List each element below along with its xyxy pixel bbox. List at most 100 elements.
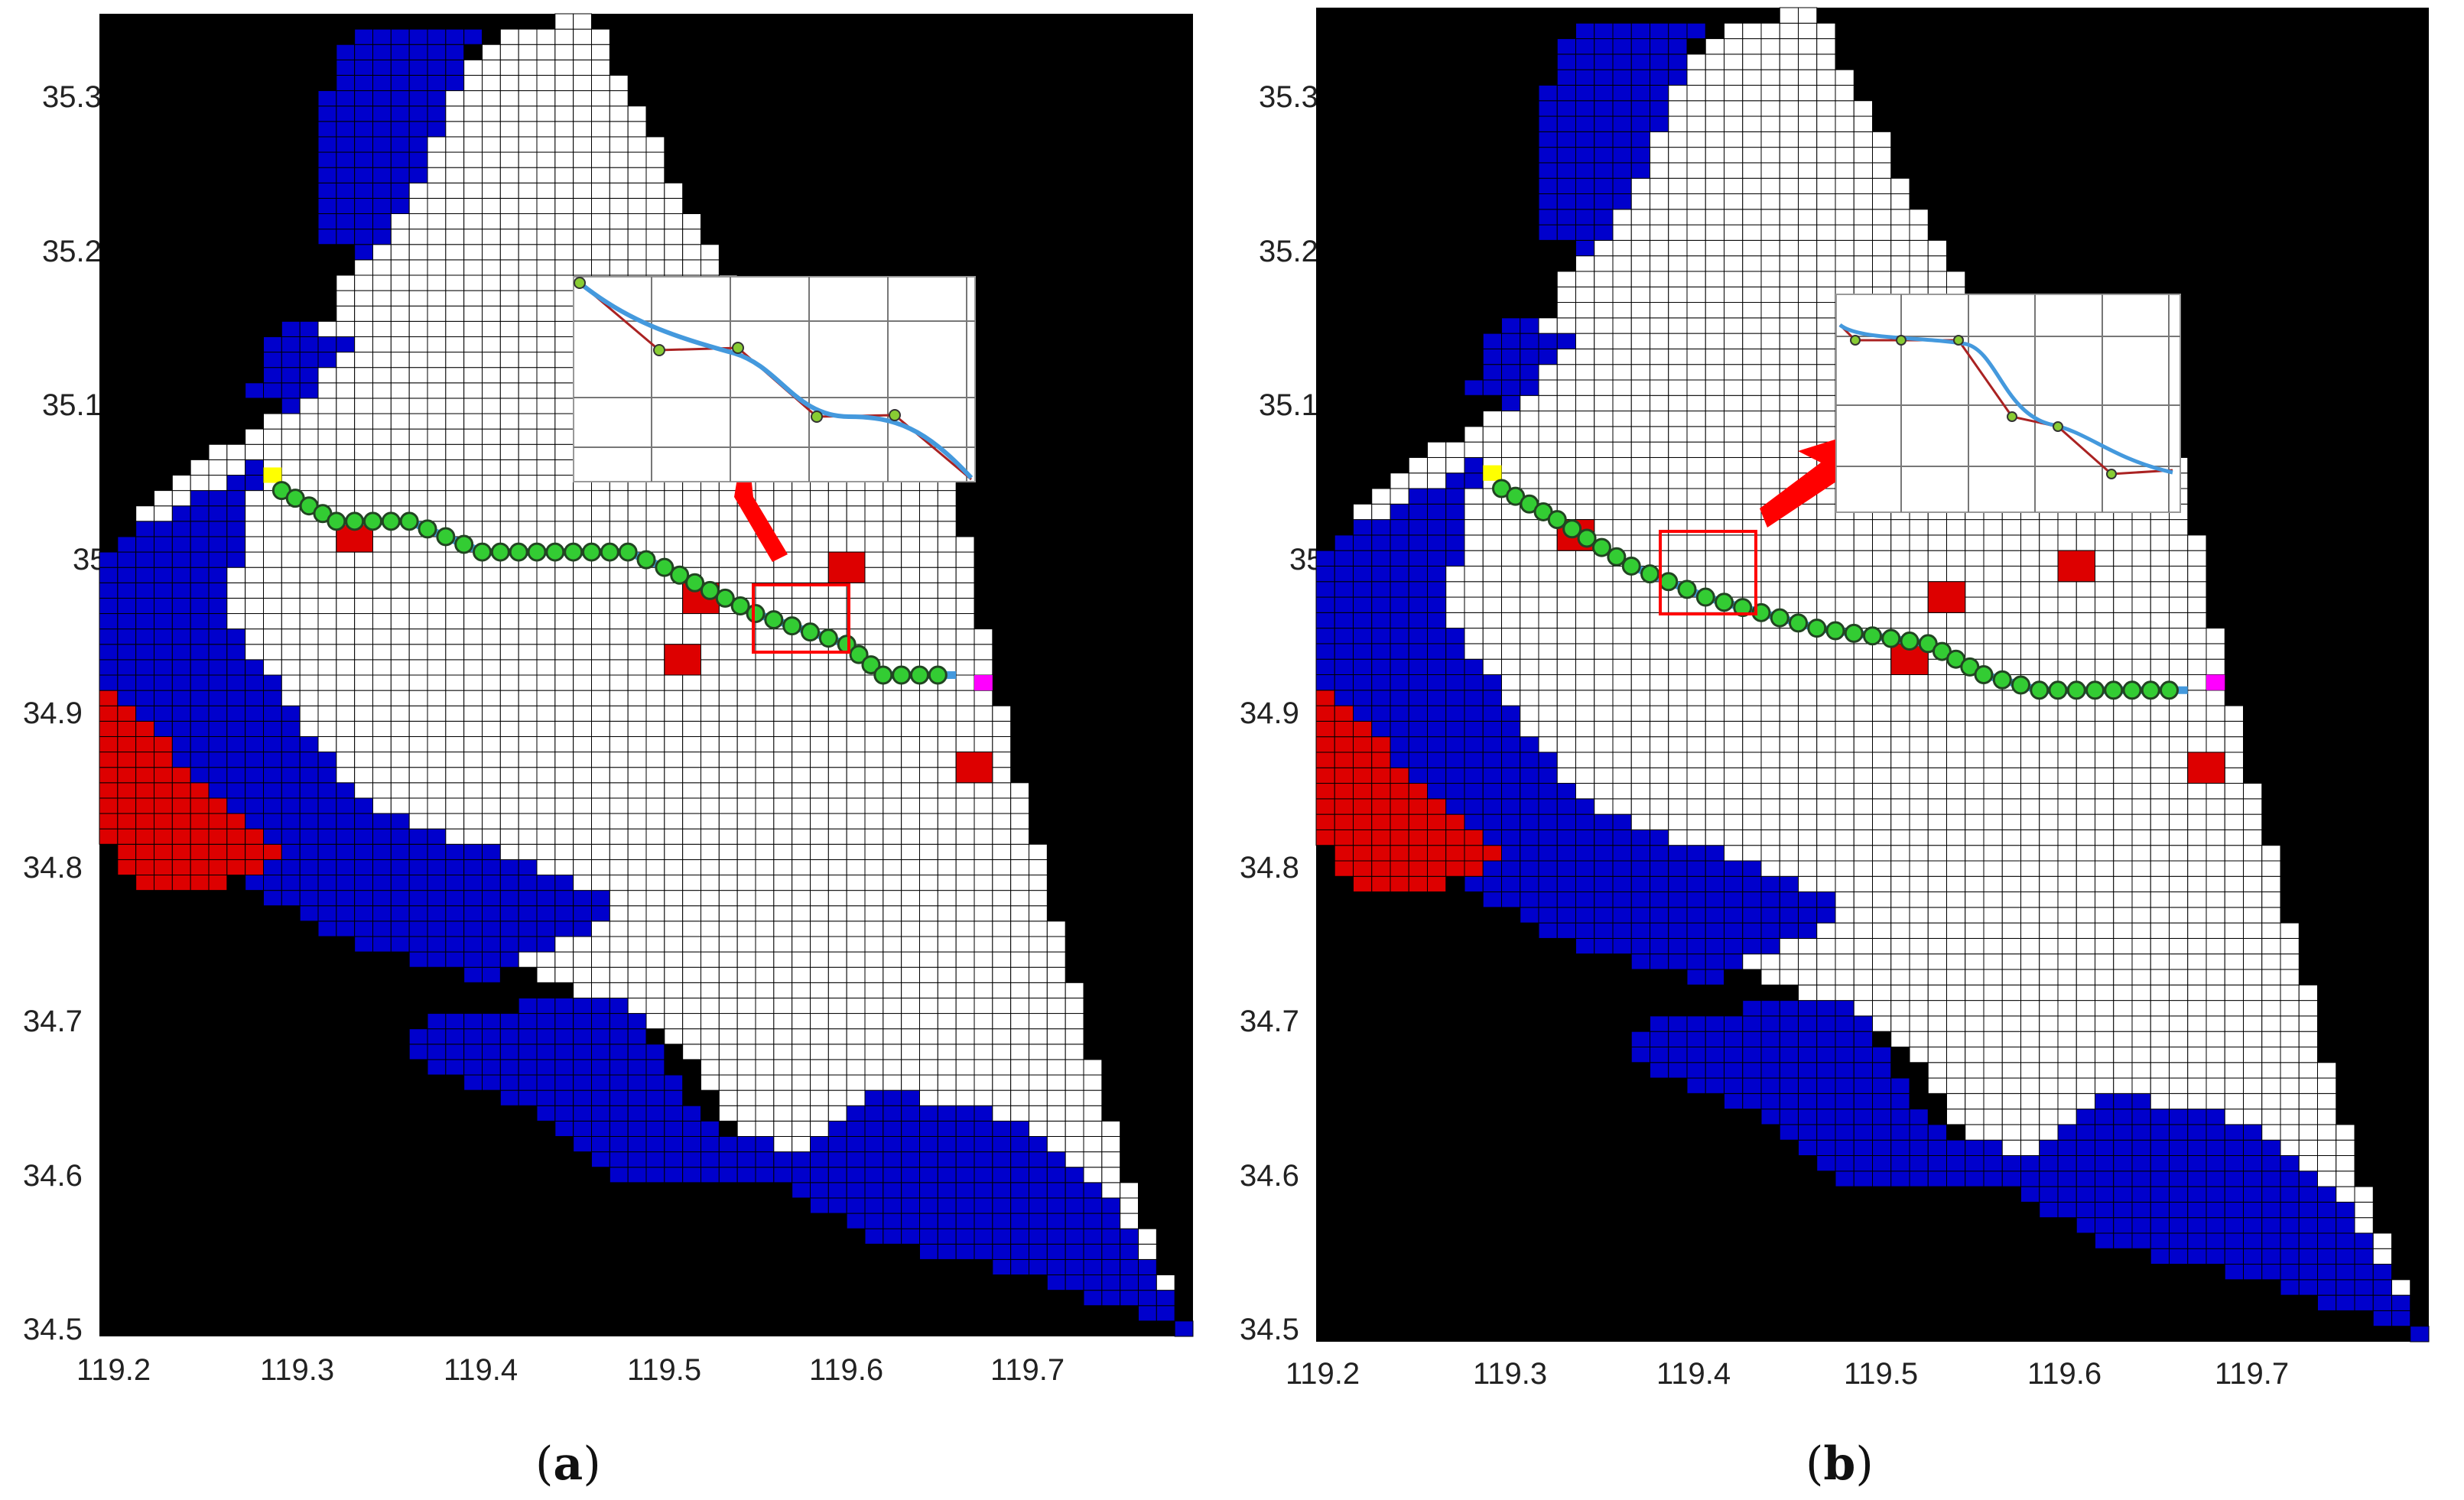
grid-cell (1538, 177, 1558, 194)
grid-cell (536, 644, 556, 661)
grid-cell (810, 767, 829, 784)
grid-cell (901, 1044, 920, 1060)
grid-cell (1909, 209, 1929, 226)
grid-cell (1650, 1062, 1669, 1079)
grid-cell (1575, 84, 1595, 102)
grid-cell (1983, 596, 2003, 613)
grid-cell (609, 582, 629, 599)
grid-cell (1853, 239, 1873, 257)
grid-cell (701, 613, 720, 630)
grid-cell (1538, 674, 1558, 691)
grid-cell (1686, 394, 1706, 412)
grid-cell (992, 705, 1012, 722)
grid-cell (1101, 1213, 1121, 1229)
grid-cell (1029, 1197, 1048, 1214)
grid-cell (1668, 441, 1688, 458)
grid-cell (682, 782, 702, 799)
grid-cell (1965, 643, 1985, 660)
grid-cell (1686, 628, 1706, 644)
grid-cell (1083, 1151, 1103, 1168)
grid-cell (1083, 1258, 1103, 1276)
grid-cell (1594, 147, 1614, 164)
grid-cell (1630, 922, 1650, 939)
grid-cell (190, 505, 210, 522)
grid-cell (1835, 705, 1855, 722)
grid-cell (1724, 115, 1744, 132)
grid-cell (901, 966, 920, 983)
grid-cell (1575, 131, 1595, 148)
grid-cell (974, 1120, 993, 1137)
grid-cell (1983, 581, 2003, 598)
grid-cell (2039, 736, 2059, 753)
grid-cell (445, 259, 465, 276)
grid-cell (1556, 628, 1576, 644)
grid-cell (1983, 690, 2003, 706)
grid-cell (317, 151, 337, 168)
grid-cell (208, 828, 228, 845)
grid-cell (499, 1074, 519, 1091)
grid-cell (883, 1120, 902, 1137)
grid-cell (536, 890, 556, 907)
grid-cell (2020, 612, 2040, 629)
grid-cell (937, 1120, 957, 1137)
grid-cell (883, 644, 902, 661)
grid-cell (1334, 643, 1354, 660)
grid-cell (1101, 1135, 1121, 1153)
grid-cell (336, 690, 356, 706)
grid-cell (1612, 875, 1632, 893)
grid-cell (2039, 658, 2059, 675)
grid-cell (1630, 767, 1650, 784)
grid-cell (1520, 767, 1539, 784)
path-node (454, 534, 474, 554)
grid-cell (1464, 534, 1484, 551)
grid-cell (1909, 907, 1929, 924)
grid-cell (1083, 1243, 1103, 1260)
grid-cell (1083, 1182, 1103, 1199)
grid-cell (974, 1074, 993, 1091)
grid-cell (846, 920, 866, 937)
grid-cell (1853, 829, 1873, 846)
grid-cell (482, 875, 501, 891)
grid-cell (627, 951, 647, 968)
grid-cell (718, 1074, 738, 1091)
grid-cell (1983, 1000, 2003, 1017)
grid-cell (1946, 783, 1966, 800)
grid-cell (827, 767, 847, 784)
grid-cell (2020, 1015, 2040, 1032)
grid-cell (299, 613, 319, 630)
grid-cell (1575, 581, 1595, 598)
grid-cell (992, 1258, 1012, 1276)
grid-cell (573, 582, 593, 599)
grid-cell (2039, 922, 2059, 939)
grid-cell (664, 997, 684, 1015)
grid-cell (937, 551, 957, 568)
grid-cell (1594, 860, 1614, 877)
grid-cell (645, 705, 665, 722)
grid-cell (372, 752, 392, 768)
grid-cell (1464, 643, 1484, 660)
grid-cell (354, 197, 373, 215)
grid-cell (974, 1059, 993, 1076)
grid-cell (2001, 1062, 2021, 1079)
grid-cell (2020, 829, 2040, 846)
grid-cell (408, 890, 428, 907)
grid-cell (536, 367, 556, 384)
grid-cell (1983, 969, 2003, 985)
grid-cell (372, 597, 392, 615)
path-node (399, 511, 419, 531)
grid-cell (1408, 534, 1428, 551)
grid-cell (664, 521, 684, 537)
grid-cell (919, 997, 938, 1015)
grid-cell (1464, 379, 1484, 396)
grid-cell (1835, 1000, 1855, 1017)
grid-cell (810, 1044, 829, 1060)
grid-cell (827, 1135, 847, 1153)
grid-cell (317, 551, 337, 568)
grid-cell (627, 1135, 647, 1153)
grid-cell (554, 352, 574, 369)
grid-cell (974, 951, 993, 968)
grid-cell (1742, 69, 1762, 86)
grid-cell (573, 197, 593, 215)
grid-cell (645, 259, 665, 276)
grid-cell (2057, 937, 2077, 955)
